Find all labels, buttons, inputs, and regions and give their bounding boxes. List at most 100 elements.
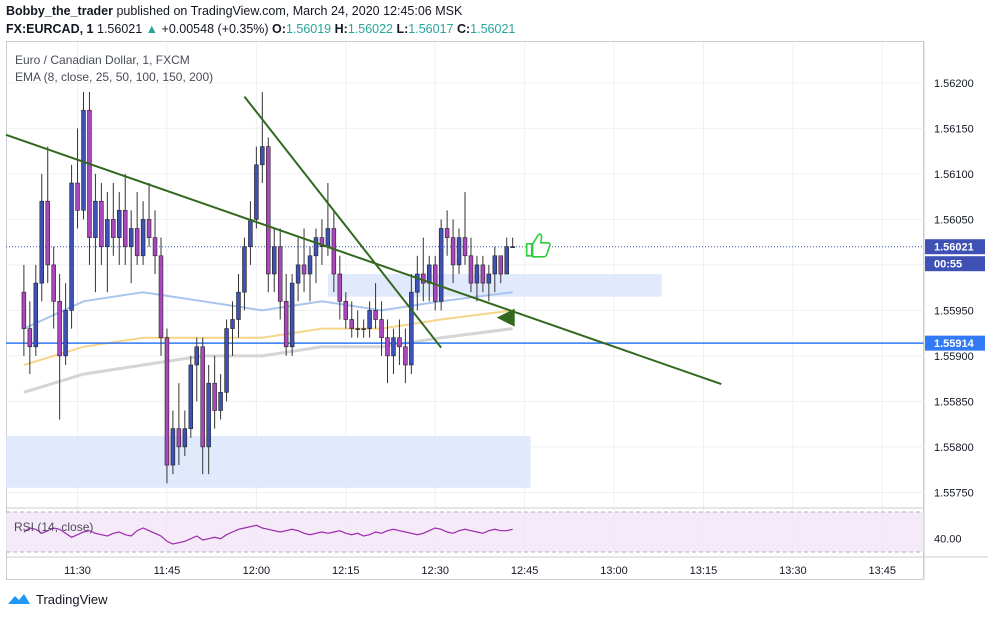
markers <box>496 233 551 327</box>
candle-body <box>39 200 45 284</box>
candle-body <box>111 219 116 238</box>
candle-body <box>99 200 104 248</box>
y-tick-label: 1.56050 <box>934 214 974 226</box>
ema-legend[interactable]: EMA (8, close, 25, 50, 100, 150, 200) <box>15 70 214 84</box>
candle-body <box>438 228 444 302</box>
zones <box>6 274 662 488</box>
zone-rect <box>6 435 531 488</box>
candle-body <box>242 246 247 293</box>
level-price-tag: 1.55914 <box>934 338 975 350</box>
candle-body <box>283 300 289 348</box>
candle-body <box>385 337 390 357</box>
candle-body <box>248 219 253 248</box>
candle-body <box>510 246 515 249</box>
candle-body <box>456 237 462 266</box>
candle-body <box>122 210 128 248</box>
candle-body <box>373 310 378 320</box>
candle-body <box>170 428 176 466</box>
candle-body <box>444 228 450 238</box>
author-name[interactable]: Bobby_the_trader <box>6 4 113 18</box>
candle-body <box>152 237 158 257</box>
candle-body <box>277 246 283 302</box>
rsi-tick-label: 40.00 <box>934 534 962 546</box>
ema-line <box>23 327 513 394</box>
candle-body <box>391 337 396 357</box>
candle-body <box>176 428 182 448</box>
publish-text: published on TradingView.com, March 24, … <box>116 4 463 18</box>
x-tick-label: 11:30 <box>64 565 91 577</box>
y-tick-label: 1.56150 <box>934 123 974 135</box>
candle-body <box>504 246 509 275</box>
candle-body <box>146 219 152 238</box>
y-tick-label: 1.55800 <box>934 442 974 454</box>
current-price-tag-bg <box>925 239 985 255</box>
x-tick-label: 12:45 <box>511 565 539 577</box>
candle-body <box>397 337 402 348</box>
candle-body <box>230 319 235 329</box>
change-value: +0.00548 (+0.35%) <box>161 22 269 36</box>
ema-lines <box>23 291 513 394</box>
close-label: C: <box>456 22 471 36</box>
candle-body <box>361 328 366 330</box>
candle-body <box>93 200 98 238</box>
up-arrow-icon: ▲ <box>145 22 159 36</box>
candle-body <box>295 264 301 284</box>
candle-body <box>409 291 414 366</box>
candle-body <box>289 282 295 348</box>
y-tick-label: 1.55750 <box>934 487 974 499</box>
candle-body <box>224 328 229 393</box>
candle-body <box>188 364 194 429</box>
candle-body <box>218 391 223 411</box>
candle-body <box>105 219 110 248</box>
candle-body <box>355 328 360 330</box>
rsi-pane <box>6 511 924 553</box>
candle-body <box>272 246 277 275</box>
x-tick-label: 11:45 <box>154 565 181 577</box>
trendline <box>243 95 442 349</box>
level-price-tag-bg <box>925 335 985 351</box>
candle-body <box>450 237 456 266</box>
rsi-legend[interactable]: RSI (14, close) <box>14 520 94 534</box>
candle-body <box>307 255 313 275</box>
candle-body <box>254 164 259 220</box>
candle-body <box>212 382 217 411</box>
ohlc-line: FX:EURCAD, 1 1.56021 ▲ +0.00548 (+0.35%)… <box>6 22 515 36</box>
x-tick-label: 13:00 <box>600 565 628 577</box>
candle-body <box>128 228 134 248</box>
y-tick-label: 1.56200 <box>934 78 974 90</box>
candle-body <box>57 300 62 357</box>
high-label: H: <box>334 22 348 36</box>
candle-body <box>480 264 486 284</box>
chart-title[interactable]: Euro / Canadian Dollar, 1, FXCM <box>15 53 190 67</box>
price-tags: 1.56021 00:55 1.55914 <box>925 239 985 351</box>
candle-body <box>331 228 337 275</box>
candle-body <box>349 319 354 329</box>
candle-body <box>379 319 384 338</box>
x-tick-label: 13:15 <box>690 565 718 577</box>
trendlines[interactable] <box>5 95 722 386</box>
candle-body <box>325 228 331 248</box>
candle-body <box>45 200 50 266</box>
tradingview-cloud-icon <box>8 594 30 604</box>
x-tick-label: 12:15 <box>332 565 360 577</box>
axes: 1.562001.561501.561001.560501.560001.559… <box>6 42 988 579</box>
thumbs-up-icon <box>525 233 551 258</box>
countdown-tag-bg <box>925 256 985 272</box>
tradingview-logo[interactable]: TradingView <box>6 591 108 607</box>
publish-info: Bobby_the_trader published on TradingVie… <box>6 4 462 18</box>
brand-name: TradingView <box>36 591 108 607</box>
candle-body <box>426 264 432 284</box>
candle-body <box>51 264 56 302</box>
candle-body <box>486 273 492 284</box>
candle-body <box>75 182 80 211</box>
candle-body <box>319 237 325 248</box>
candle-body <box>27 328 33 348</box>
candle-body <box>492 255 498 275</box>
candle-body <box>63 310 68 357</box>
candle-body <box>200 346 205 448</box>
candle-body <box>403 346 408 366</box>
x-tick-label: 12:00 <box>243 565 271 577</box>
close-value: 1.56021 <box>470 22 516 36</box>
candle-body <box>236 291 241 320</box>
